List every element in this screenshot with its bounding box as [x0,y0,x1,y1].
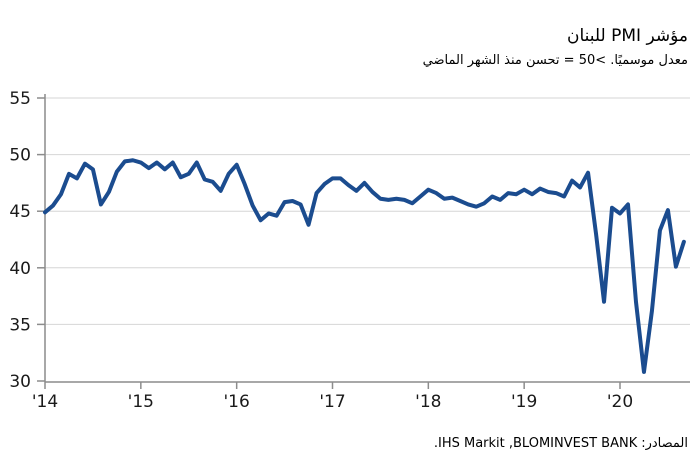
source-label: المصادر: [641,436,688,451]
x-axis-label-20: '20 [607,392,633,412]
chart-title: مؤشر PMI للبنان [567,26,688,46]
x-axis-label-17: '17 [319,392,345,412]
x-axis-label-14: '14 [32,392,58,412]
y-axis-label-45: 45 [9,202,31,222]
source-agencies: .IHS Markit ,BLOMINVEST BANK [433,436,638,451]
x-axis-label-16: '16 [224,392,250,412]
x-axis-label-19: '19 [511,392,537,412]
x-axis-label-18: '18 [415,392,441,412]
y-axis-label-55: 55 [9,89,31,109]
y-axis-label-30: 30 [9,372,31,392]
pmi-series-line [43,158,686,374]
source-note: .IHS Markit ,BLOMINVEST BANK المصادر: [434,436,688,451]
chart-header: مؤشر PMI للبنان معدل موسميًا. >50 = تحسن… [128,26,688,69]
y-axis-label-40: 40 [9,259,31,279]
y-axis-label-35: 35 [9,315,31,335]
y-axis-label-50: 50 [9,146,31,166]
x-axis-label-15: '15 [128,392,154,412]
chart-subtitle: معدل موسميًا. >50 = تحسن منذ الشهر الماض… [422,53,688,69]
